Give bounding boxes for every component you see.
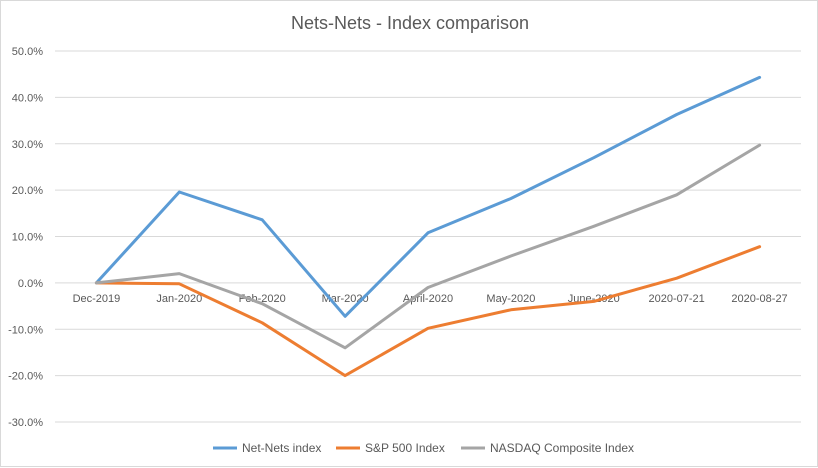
y-tick-label: 40.0%: [12, 92, 43, 104]
y-tick-label: -30.0%: [8, 417, 43, 429]
y-tick-label: -10.0%: [8, 324, 43, 336]
x-tick-label: Dec-2019: [73, 293, 121, 305]
legend-item: S&P 500 Index: [336, 441, 445, 455]
x-axis-ticks: Dec-2019 Jan-2020 Feb-2020 Mar-2020 April-20…: [73, 293, 788, 305]
x-tick-label: Jan-2020: [156, 293, 202, 305]
y-tick-label: -20.0%: [8, 371, 43, 383]
legend-label: S&P 500 Index: [365, 441, 445, 455]
series-lines: [94, 75, 762, 378]
y-tick-label: 30.0%: [12, 139, 43, 151]
legend-label: NASDAQ Composite Index: [490, 441, 634, 455]
y-tick-label: 20.0%: [12, 185, 43, 197]
legend-item: NASDAQ Composite Index: [461, 441, 634, 455]
gridlines: [55, 50, 801, 423]
y-axis-ticks: -30.0% -20.0% -10.0% 0.0% 10.0% 20.0% 30.0% 40.…: [8, 46, 43, 429]
x-tick-label: Feb-2020: [239, 293, 286, 305]
legend-item: Net-Nets index: [213, 441, 321, 455]
series-line-1: [94, 245, 762, 378]
series-line-2: [94, 143, 762, 350]
legend-label: Net-Nets index: [242, 441, 321, 455]
series-line-0: [94, 75, 762, 318]
legend: Net-Nets index S&P 500 Index NASDAQ Compos…: [213, 441, 634, 455]
chart-title: Nets-Nets - Index comparison: [291, 13, 529, 33]
x-tick-label: May-2020: [486, 293, 535, 305]
y-tick-label: 10.0%: [12, 232, 43, 244]
y-tick-label: 50.0%: [12, 46, 43, 58]
y-tick-label: 0.0%: [18, 278, 43, 290]
x-tick-label: 2020-07-21: [649, 293, 705, 305]
x-tick-label: 2020-08-27: [731, 293, 787, 305]
